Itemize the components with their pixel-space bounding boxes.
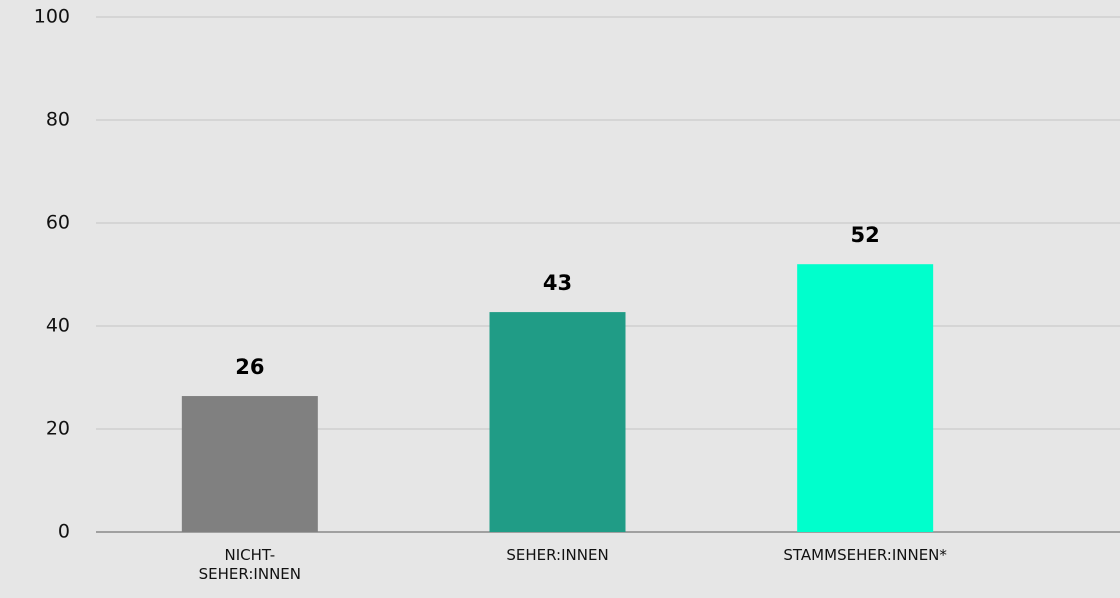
y-tick-label: 0 [58,521,70,543]
bar [181,396,318,532]
y-tick-label: 60 [46,212,70,234]
x-tick-label: STAMMSEHER:INNEN* [783,546,947,564]
y-tick-label: 40 [46,315,70,337]
y-tick-label: 80 [46,109,70,131]
value-label: 43 [543,271,572,295]
bar [797,264,934,532]
y-tick-label: 100 [34,6,70,28]
value-label: 26 [235,355,264,379]
y-tick-label: 20 [46,418,70,440]
bar [489,312,626,532]
value-label: 52 [851,223,880,247]
x-tick-label: SEHER:INNEN [506,546,609,564]
x-tick-label: NICHT-SEHER:INNEN [198,546,301,583]
